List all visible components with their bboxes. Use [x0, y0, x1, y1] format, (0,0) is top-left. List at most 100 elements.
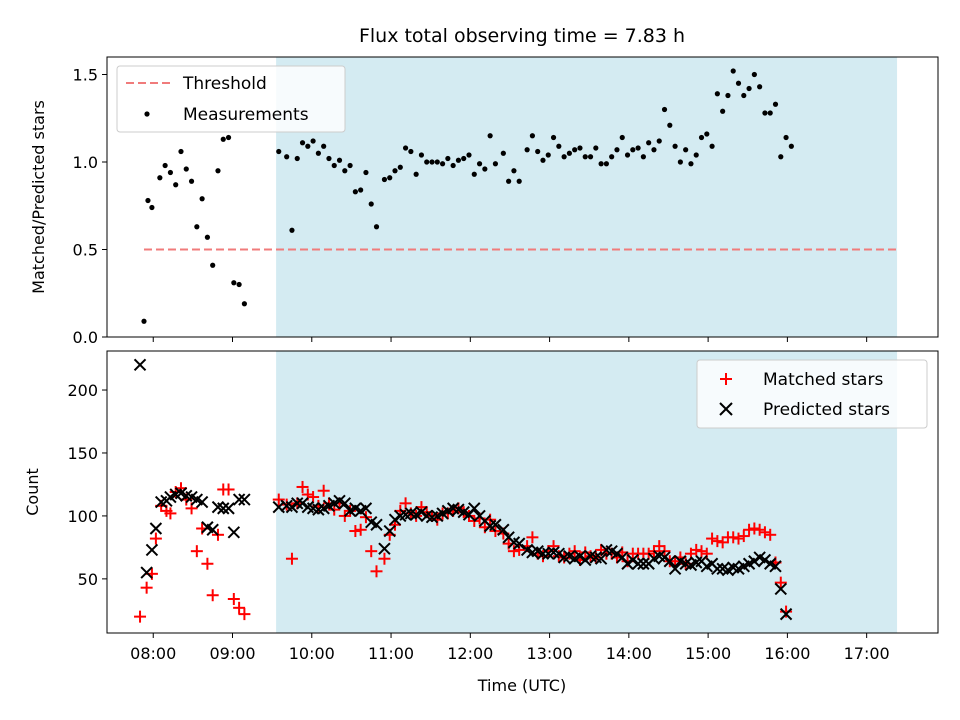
measurement-point [735, 80, 742, 86]
predicted-star-point [145, 543, 159, 557]
matched-star-point [399, 497, 412, 510]
measurement-point [561, 154, 567, 160]
measurement-point [466, 152, 472, 158]
predicted-star-point [774, 582, 787, 596]
predicted-star-point [285, 500, 299, 514]
legend-threshold-label: Threshold [182, 74, 267, 94]
measurement-point [540, 157, 546, 163]
bottom-y-tick-label: 150 [67, 444, 98, 463]
measurement-points [141, 68, 794, 324]
predicted-star-point [206, 523, 219, 536]
predicted-star-point [779, 607, 793, 621]
x-tick-label: 11:00 [368, 644, 414, 663]
predicted-star-point [552, 547, 566, 560]
measurement-point [624, 152, 631, 158]
predicted-star-point [232, 493, 246, 506]
x-axis-label: Time (UTC) [477, 676, 566, 695]
top-y-tick-label: 1.5 [73, 66, 98, 85]
measurement-point [482, 166, 488, 172]
measurement-point [741, 92, 747, 99]
measurement-point [210, 262, 216, 268]
measurement-point [788, 143, 794, 149]
x-tick-label: 16:00 [764, 644, 810, 663]
predicted-star-point [378, 542, 391, 555]
measurement-point [656, 138, 662, 144]
predicted-star-point [497, 523, 510, 536]
matched-star-point [780, 605, 793, 618]
measurement-point [434, 159, 440, 165]
bottom-y-axis-label: Count [23, 468, 42, 516]
measurement-point [709, 143, 715, 149]
measurement-point [321, 143, 327, 149]
matched-star-point [727, 531, 740, 544]
measurement-point [408, 148, 414, 155]
matched-star-point [716, 536, 729, 549]
top-panel: 0.0 0.5 1.0 1.5 Matched/Predicted stars Thr… [29, 56, 939, 347]
measurement-point [455, 157, 462, 163]
predicted-star-point [610, 547, 624, 560]
measurement-point [368, 201, 374, 207]
measurement-point [698, 134, 705, 141]
measurement-point [231, 280, 237, 286]
measurement-point [149, 204, 155, 211]
predicted-star-point [594, 552, 608, 565]
predicted-star-point [222, 502, 235, 515]
predicted-star-point [338, 497, 352, 510]
measurement-point [326, 155, 332, 162]
measurement-point [619, 134, 625, 141]
measurement-point [157, 175, 163, 181]
measurement-point [751, 71, 757, 78]
matched-star-point [507, 545, 520, 558]
measurement-point [299, 140, 306, 146]
measurement-point [194, 224, 200, 230]
matched-star-point [711, 535, 724, 548]
measurement-point [188, 178, 195, 184]
top-x-ticks [152, 337, 868, 342]
predicted-star-point [415, 505, 428, 519]
predicted-star-point [383, 524, 396, 538]
measurement-point [310, 138, 316, 144]
matched-star-point [737, 530, 750, 543]
predicted-star-point [140, 566, 153, 579]
measurement-point [413, 171, 419, 177]
measurement-point [373, 224, 380, 230]
predicted-star-point [621, 557, 634, 570]
matched-star-point [307, 491, 320, 504]
measurement-point [603, 161, 609, 167]
measurement-point [651, 147, 657, 153]
measurement-point [661, 106, 668, 113]
predicted-star-point [133, 358, 147, 372]
matched-star-point [227, 593, 240, 606]
matched-star-point [695, 545, 708, 558]
predicted-star-point [579, 553, 592, 567]
measurement-point [236, 281, 242, 288]
matched-star-point [238, 608, 251, 621]
measurement-point [450, 162, 456, 169]
matched-star-point [134, 610, 147, 623]
matched-star-point [774, 576, 787, 589]
measurement-point [550, 134, 557, 141]
predicted-star-point [769, 560, 782, 573]
bottom-y-tick-label: 100 [67, 507, 98, 526]
bottom-y-axis: 50 100 150 200 [67, 381, 107, 589]
measurement-point [402, 145, 409, 151]
predicted-star-point [370, 518, 383, 531]
matched-star-point [370, 565, 383, 578]
measurement-point [609, 154, 615, 160]
measurement-point [772, 101, 779, 107]
measurement-point [294, 155, 300, 162]
measurement-point [677, 159, 683, 165]
matched-star-point [378, 552, 391, 565]
top-y-tick-label: 0.0 [73, 328, 98, 347]
predicted-star-point [468, 502, 481, 515]
predicted-star-point [388, 513, 402, 526]
top-axes-frame [106, 56, 939, 338]
measurement-point [173, 182, 179, 188]
matched-star-point [700, 547, 713, 560]
measurement-point [516, 178, 522, 184]
bottom-y-tick-label: 50 [78, 570, 98, 589]
measurement-point [545, 152, 551, 158]
measurement-point [471, 171, 477, 177]
measurement-point [577, 145, 583, 151]
